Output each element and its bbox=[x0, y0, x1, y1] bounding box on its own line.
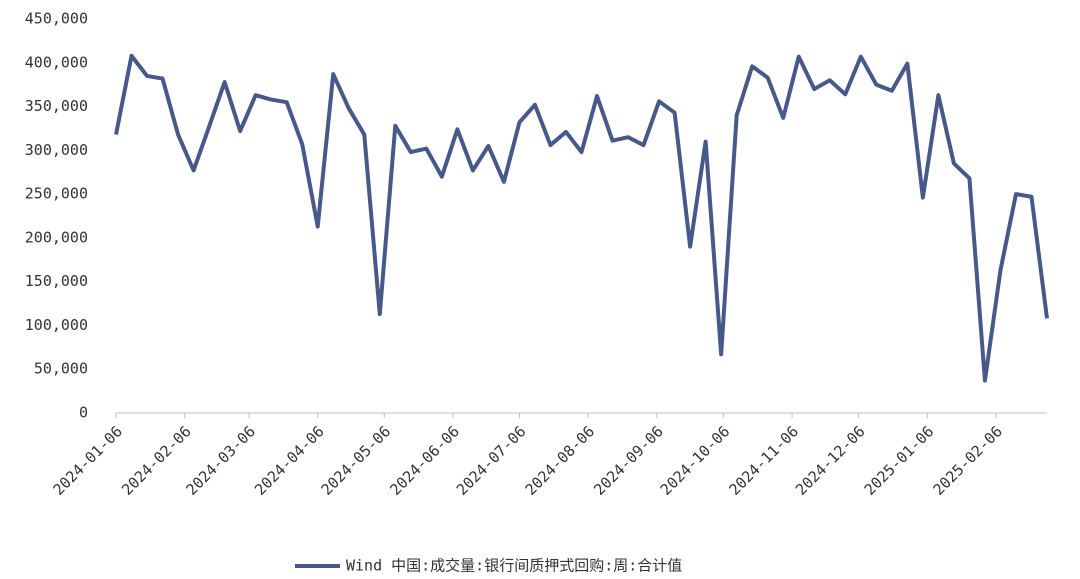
x-tick-label: 2024-05-06 bbox=[318, 422, 395, 499]
x-tick-label: 2024-10-06 bbox=[657, 422, 734, 499]
x-tick-label: 2024-03-06 bbox=[182, 422, 259, 499]
y-tick-label: 200,000 bbox=[25, 228, 88, 246]
x-tick-label: 2024-01-06 bbox=[49, 422, 126, 499]
y-tick-label: 150,000 bbox=[25, 272, 88, 290]
legend-text: Wind 中国:成交量:银行间质押式回购:周:合计值 bbox=[346, 557, 682, 575]
y-tick-label: 250,000 bbox=[25, 185, 88, 203]
y-tick-label: 450,000 bbox=[25, 10, 88, 28]
y-tick-label: 100,000 bbox=[25, 316, 88, 334]
x-tick-label: 2024-12-06 bbox=[792, 422, 869, 499]
x-tick-label: 2024-08-06 bbox=[522, 422, 599, 499]
y-tick-label: 50,000 bbox=[34, 360, 88, 378]
data-line bbox=[114, 53, 1049, 383]
x-tick-label: 2024-04-06 bbox=[251, 422, 328, 499]
y-tick-label: 300,000 bbox=[25, 141, 88, 159]
x-tick-label: 2024-11-06 bbox=[726, 422, 803, 499]
x-tick-label: 2025-01-06 bbox=[861, 422, 938, 499]
x-tick-label: 2024-06-06 bbox=[386, 422, 463, 499]
y-tick-label: 400,000 bbox=[25, 53, 88, 71]
y-tick-label: 350,000 bbox=[25, 97, 88, 115]
x-tick-label: 2025-02-06 bbox=[929, 422, 1006, 499]
x-tick-label: 2024-07-06 bbox=[453, 422, 530, 499]
x-tick-label: 2024-09-06 bbox=[590, 422, 667, 499]
y-tick-label: 0 bbox=[79, 404, 88, 422]
